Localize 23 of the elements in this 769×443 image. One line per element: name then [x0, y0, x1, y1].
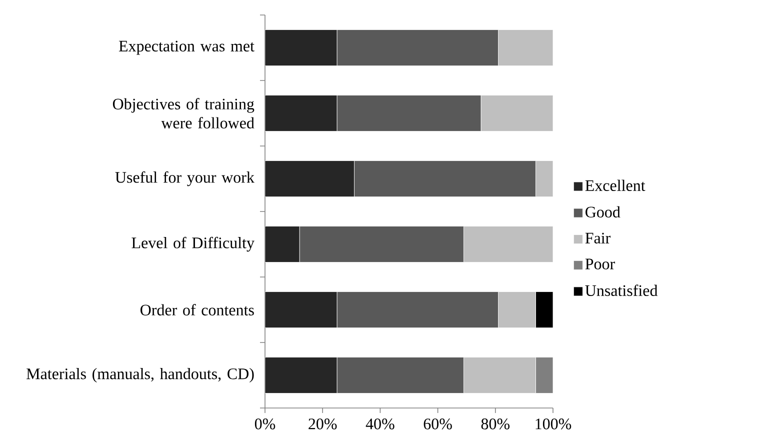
legend-label: Unsatisfied	[585, 284, 658, 296]
x-tick-label: 20%	[308, 418, 337, 430]
legend-label: Fair	[585, 232, 611, 244]
x-tick-label: 100%	[536, 418, 572, 430]
legend-label: Excellent	[585, 180, 646, 191]
x-tick-label: 40%	[366, 418, 394, 430]
bar	[265, 160, 354, 197]
y-tick-label: Materials (manuals, handouts, CD)	[26, 368, 254, 382]
x-tick-label: 0%	[254, 418, 276, 430]
bar	[265, 30, 338, 66]
y-tick-label: Objectives of training were followed	[112, 98, 254, 128]
bar	[265, 292, 338, 328]
y-tick-label: Useful for your work	[115, 171, 254, 186]
legend-label: Good	[586, 206, 620, 218]
y-tick-label: Order of contents	[140, 304, 254, 316]
bar	[265, 95, 338, 132]
legend-label: Poor	[585, 258, 615, 270]
bar	[265, 357, 338, 394]
x-tick-label: 80%	[481, 418, 510, 430]
y-tick-label: Level of Difficulty	[132, 236, 254, 252]
x-tick-label: 60%	[424, 418, 452, 430]
bar	[265, 226, 300, 262]
y-tick-label: Expectation was met	[118, 40, 254, 55]
